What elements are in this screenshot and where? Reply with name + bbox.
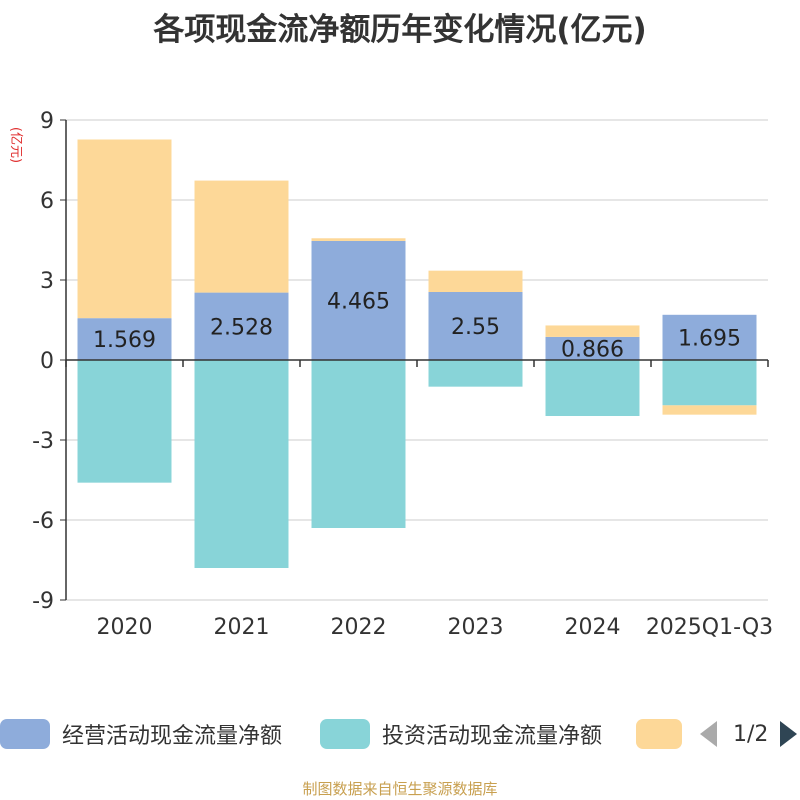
source-note: 制图数据来自恒生聚源数据库 bbox=[302, 780, 498, 798]
y-axis-unit-label: (亿元) bbox=[8, 127, 23, 163]
legend-pager: 1/2 bbox=[700, 716, 798, 752]
legend-swatch-financing bbox=[636, 719, 682, 749]
bar-investing bbox=[545, 360, 640, 416]
legend-next-page-icon[interactable] bbox=[780, 721, 798, 747]
y-tick-label: -9 bbox=[32, 589, 54, 614]
data-label: 0.866 bbox=[561, 337, 624, 362]
data-label: 1.695 bbox=[678, 326, 741, 351]
y-tick-label: 6 bbox=[40, 189, 54, 214]
data-label: 4.465 bbox=[327, 289, 390, 314]
legend-label-operating: 经营活动现金流量净额 bbox=[62, 724, 283, 749]
data-label: 2.55 bbox=[451, 315, 500, 340]
x-tick-label: 2024 bbox=[565, 615, 621, 640]
bar-investing bbox=[311, 360, 406, 528]
y-tick-label: -6 bbox=[32, 509, 54, 534]
bar-investing bbox=[662, 360, 757, 406]
bar-investing bbox=[77, 360, 172, 483]
legend-item-financing[interactable] bbox=[636, 716, 682, 752]
bar-financing bbox=[662, 405, 757, 415]
legend-item-operating[interactable]: 经营活动现金流量净额 bbox=[0, 716, 282, 752]
bar-operating bbox=[77, 318, 172, 360]
bar-investing bbox=[428, 360, 523, 387]
bar-operating bbox=[311, 240, 406, 360]
legend-page-indicator: 1/2 bbox=[733, 721, 769, 747]
bar-financing bbox=[194, 180, 289, 293]
data-label: 2.528 bbox=[210, 315, 273, 340]
data-label: 1.569 bbox=[93, 328, 156, 353]
y-tick-label: 9 bbox=[40, 109, 54, 134]
legend-label-investing: 投资活动现金流量净额 bbox=[382, 724, 603, 749]
bar-financing bbox=[77, 139, 172, 319]
x-tick-label: 2023 bbox=[448, 615, 504, 640]
y-tick-label: 0 bbox=[40, 349, 54, 374]
bar-financing bbox=[311, 238, 406, 241]
chart-title: 各项现金流净额历年变化情况(亿元) bbox=[153, 12, 647, 48]
bar-operating bbox=[545, 336, 640, 360]
bar-operating bbox=[428, 292, 523, 360]
bar-investing bbox=[194, 360, 289, 568]
x-tick-label: 2021 bbox=[214, 615, 270, 640]
bar-financing bbox=[428, 270, 523, 292]
legend-prev-page-icon[interactable] bbox=[700, 721, 717, 747]
legend-swatch-investing bbox=[320, 719, 370, 749]
y-tick-label: 3 bbox=[40, 269, 54, 294]
bar-operating bbox=[662, 314, 757, 360]
chart-legend: 经营活动现金流量净额 投资活动现金流量净额 1/2 bbox=[0, 716, 800, 756]
legend-item-investing[interactable]: 投资活动现金流量净额 bbox=[320, 716, 602, 752]
bar-financing bbox=[545, 325, 640, 337]
legend-swatch-operating bbox=[0, 719, 50, 749]
x-tick-label: 2020 bbox=[97, 615, 153, 640]
y-tick-label: -3 bbox=[32, 429, 54, 454]
x-tick-label: 2025Q1-Q3 bbox=[646, 615, 773, 640]
bar-operating bbox=[194, 292, 289, 360]
chart-plot: 9 6 3 0 -3 -6 -9 (亿元) 1.569 2020 2.528 2021 4.465 202… bbox=[8, 109, 773, 640]
x-tick-label: 2022 bbox=[331, 615, 387, 640]
